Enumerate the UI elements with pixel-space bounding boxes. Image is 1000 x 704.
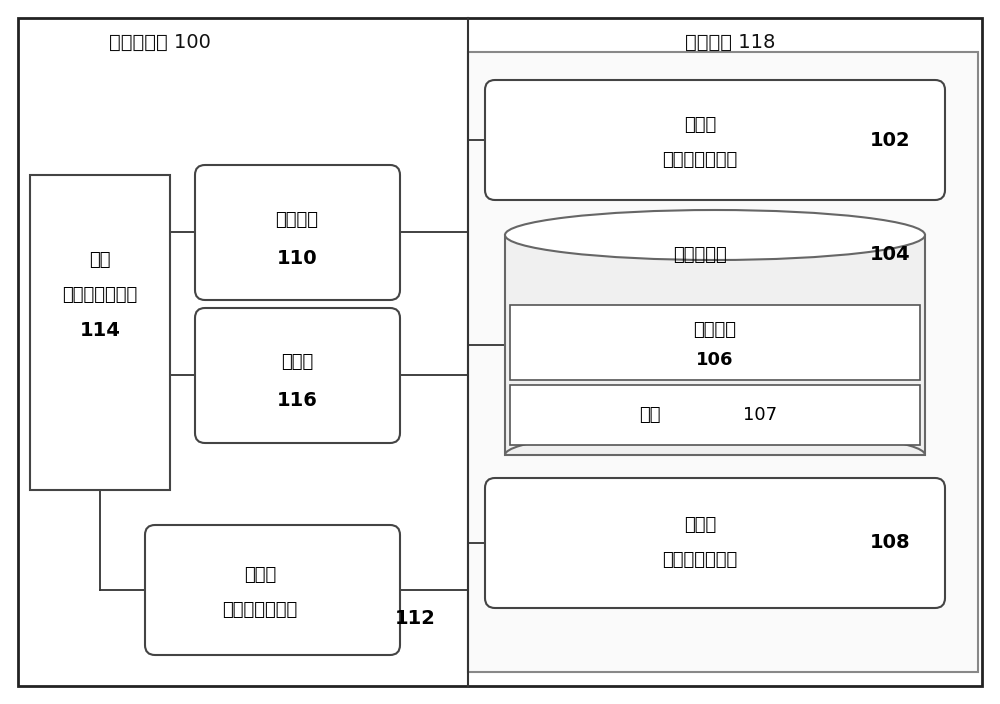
FancyBboxPatch shape xyxy=(485,80,945,200)
Bar xyxy=(505,235,925,455)
Text: 机械部件: 机械部件 xyxy=(276,211,318,229)
Text: 程序指令: 程序指令 xyxy=(694,321,736,339)
Text: （一个或多个）: （一个或多个） xyxy=(222,601,298,619)
Bar xyxy=(468,52,978,672)
Text: 110: 110 xyxy=(277,249,317,268)
FancyBboxPatch shape xyxy=(485,478,945,608)
Text: 处理器: 处理器 xyxy=(684,116,716,134)
FancyBboxPatch shape xyxy=(195,308,400,443)
Text: 控制器: 控制器 xyxy=(684,516,716,534)
Text: 107: 107 xyxy=(743,406,777,424)
FancyBboxPatch shape xyxy=(195,165,400,300)
Text: 传感器: 传感器 xyxy=(244,566,276,584)
Text: 114: 114 xyxy=(80,320,120,339)
Text: 数据存储器: 数据存储器 xyxy=(673,246,727,264)
Text: 104: 104 xyxy=(870,246,910,265)
Text: 机器人系统 100: 机器人系统 100 xyxy=(109,32,211,51)
Text: 数据: 数据 xyxy=(639,406,661,424)
Text: 112: 112 xyxy=(395,608,436,627)
Text: 108: 108 xyxy=(870,534,910,553)
Bar xyxy=(510,305,920,380)
Ellipse shape xyxy=(505,210,925,260)
Text: （一个或多个）: （一个或多个） xyxy=(62,286,138,304)
Text: 102: 102 xyxy=(870,130,910,149)
Text: （一个或多个）: （一个或多个） xyxy=(662,551,738,569)
Text: 控制系统 118: 控制系统 118 xyxy=(685,32,775,51)
Text: 106: 106 xyxy=(696,351,734,369)
Text: 116: 116 xyxy=(277,391,317,410)
Text: 电部件: 电部件 xyxy=(281,353,313,371)
Bar xyxy=(30,175,170,490)
Text: 电源: 电源 xyxy=(89,251,111,269)
Text: （一个或多个）: （一个或多个） xyxy=(662,151,738,169)
FancyBboxPatch shape xyxy=(145,525,400,655)
Bar xyxy=(510,385,920,445)
